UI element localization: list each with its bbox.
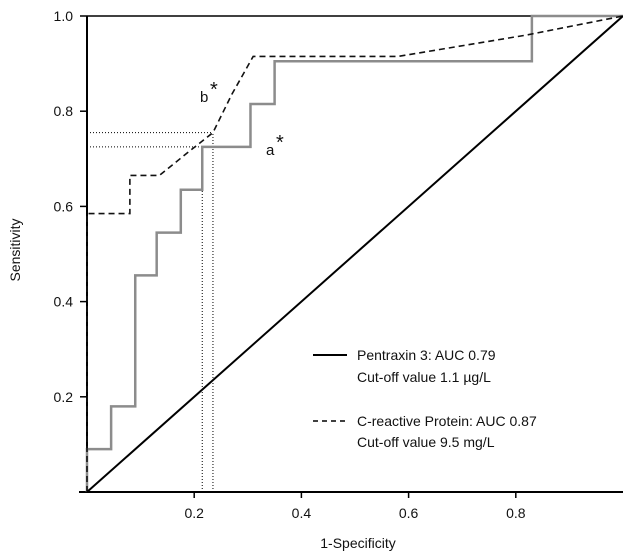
cutoff-reference-lines	[87, 132, 214, 492]
annotation-b-letter: b	[200, 89, 208, 106]
pentraxin-3-curve	[85, 14, 623, 492]
y-tick-label: 0.8	[54, 103, 74, 119]
diagonal-reference-line	[86, 15, 623, 493]
y-tick-label: 0.4	[54, 294, 74, 310]
annotation-b: b *	[200, 79, 218, 106]
legend-label-pentraxin: Pentraxin 3: AUC 0.79	[357, 347, 496, 363]
annotation-a-star: *	[276, 132, 284, 154]
y-tick-label: 1.0	[54, 8, 74, 24]
x-tick-label: 0.2	[184, 505, 204, 521]
annotation-a: a *	[266, 132, 284, 159]
x-tick-label: 0.4	[292, 505, 312, 521]
x-axis-label: 1-Specificity	[320, 535, 395, 551]
legend: Pentraxin 3: AUC 0.79 Cut-off value 1.1 …	[313, 347, 537, 450]
axis-ticks: 0.2 0.4 0.6 0.8 0.2 0.4 0.6 0.8 1.0	[54, 8, 526, 521]
annotation-a-letter: a	[266, 142, 275, 159]
legend-cutoff-crp: Cut-off value 9.5 mg/L	[357, 434, 495, 450]
annotation-b-star: *	[210, 79, 218, 101]
x-tick-label: 0.6	[399, 505, 419, 521]
series-group	[85, 14, 623, 493]
y-tick-label: 0.2	[54, 389, 74, 405]
x-tick-label: 0.8	[506, 505, 526, 521]
legend-label-crp: C-reactive Protein: AUC 0.87	[357, 413, 537, 429]
y-axis-label: Sensitivity	[7, 218, 23, 281]
legend-cutoff-pentraxin: Cut-off value 1.1 µg/L	[357, 369, 491, 385]
y-tick-label: 0.6	[54, 198, 74, 214]
